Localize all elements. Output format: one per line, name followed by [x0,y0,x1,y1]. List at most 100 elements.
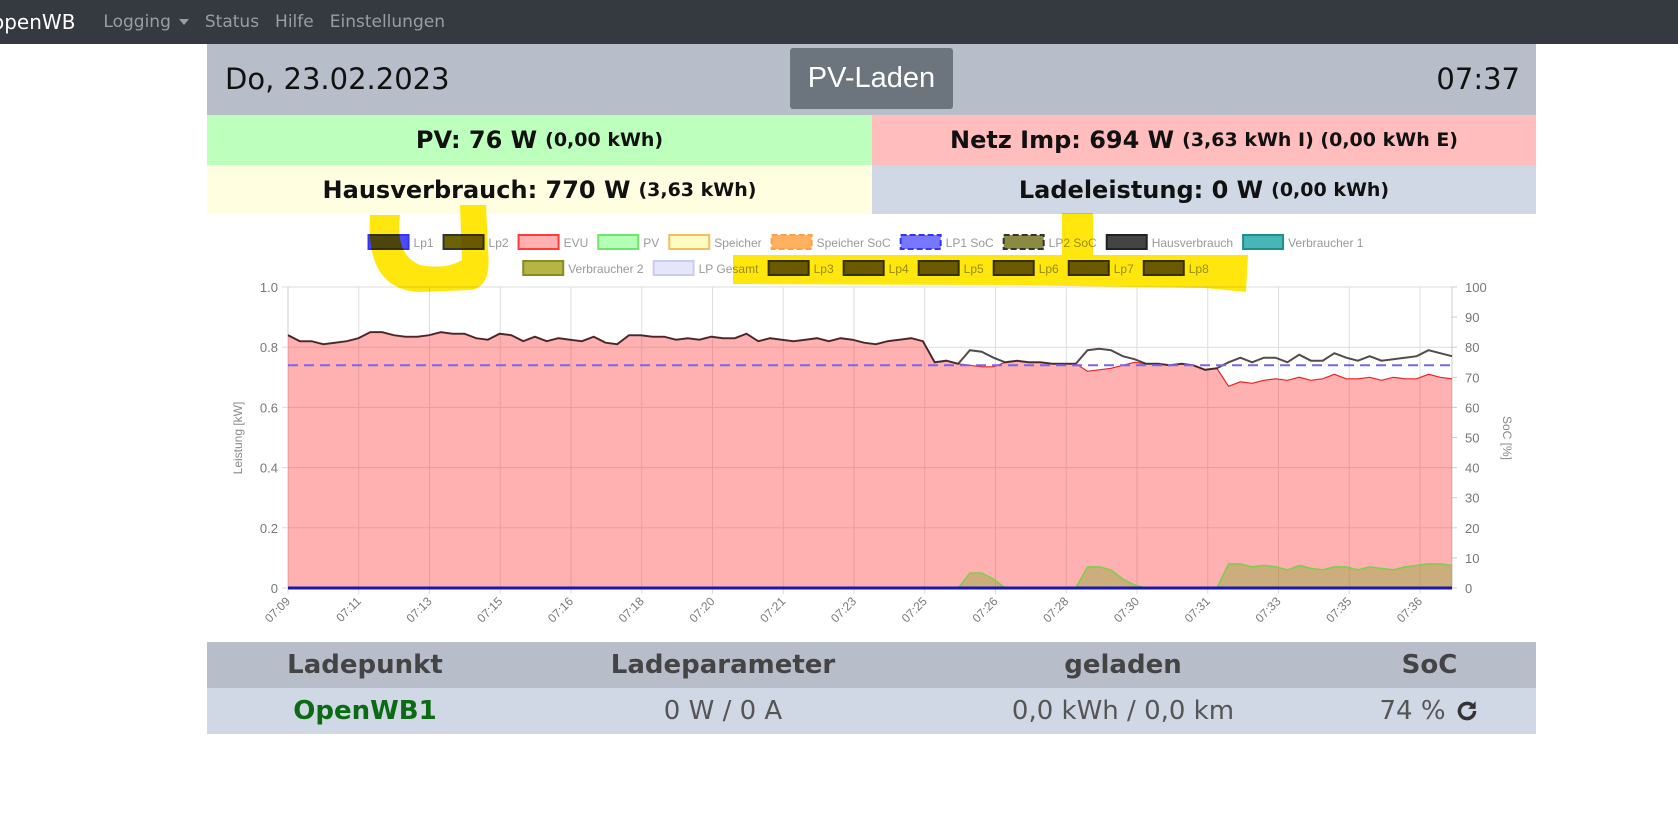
legend-item-verbraucher-2[interactable]: Verbraucher 2 [522,260,644,276]
col-ladepunkt: Ladepunkt [287,650,443,680]
legend-item-speicher[interactable]: Speicher [668,234,762,250]
legend-swatch [597,234,640,250]
pv-energy: (0,00 kWh) [545,129,664,151]
legend-label: EVU [564,236,589,250]
pv-summary: PV: 76 W (0,00 kWh) [207,115,872,165]
y2-tick-label: 80 [1465,340,1479,355]
x-tick-label: 07:16 [545,594,576,625]
y2-axis-label: SoC [%] [1500,416,1514,460]
legend-swatch [652,260,695,276]
highlighter-annotation [369,205,1248,292]
charge-value: Ladeleistung: 0 W [1018,175,1264,204]
legend-label: Lp2 [489,236,509,250]
legend-item-pv[interactable]: PV [597,234,659,250]
grid-energy: (3,63 kWh I) (0,00 kWh E) [1182,129,1458,151]
charge-mode-button[interactable]: PV-Laden [790,48,953,109]
navbar: openWB Logging Status Hilfe Einstellunge… [0,0,1678,44]
x-tick-label: 07:25 [899,594,930,625]
charge-params: 0 W / 0 A [663,696,783,726]
legend-swatch [1242,234,1285,250]
legend-swatch [517,234,560,250]
x-tick-label: 07:23 [828,594,859,625]
legend-swatch [899,234,942,250]
y-axis-label: Leistung [kW] [231,402,245,475]
hausverbrauch-line [287,331,1453,371]
col-geladen: geladen [1064,650,1182,680]
house-value: Hausverbrauch: 770 W [322,175,631,204]
date: Do, 23.02.2023 [225,62,450,96]
chargepoint-name[interactable]: OpenWB1 [293,696,437,726]
house-summary: Hausverbrauch: 770 W (3,63 kWh) [207,165,872,214]
nav-logging[interactable]: Logging [103,12,189,32]
y2-tick-label: 20 [1465,521,1479,536]
x-tick-label: 07:20 [686,594,717,625]
x-tick-label: 07:11 [333,594,364,625]
legend-swatch [1105,234,1148,250]
highlighter-mark [733,213,1248,292]
nav-status[interactable]: Status [204,12,260,32]
header-bar: Do, 23.02.2023 PV-Laden 07:37 [207,44,1536,115]
x-tick-label: 07:35 [1323,594,1354,625]
pv-value: PV: 76 W [415,126,538,154]
x-tick-label: 07:36 [1394,594,1425,625]
legend-label: Verbraucher 2 [568,262,644,276]
nav-logging-label: Logging [103,12,171,32]
legend-label: Speicher SoC [817,236,891,250]
y-tick-label: 1.0 [260,280,278,295]
x-tick-label: 07:13 [403,594,434,625]
legend-label: Verbraucher 1 [1288,236,1364,250]
legend-item-speicher-soc[interactable]: Speicher SoC [770,234,891,250]
y2-tick-label: 90 [1465,310,1479,325]
y-tick-label: 0 [271,581,278,596]
y2-tick-label: 70 [1465,370,1479,385]
legend-item-verbraucher-1[interactable]: Verbraucher 1 [1242,234,1364,250]
table-row: OpenWB1 0 W / 0 A 0,0 kWh / 0,0 km 74 % [207,688,1536,734]
pv-area [288,563,1452,588]
y-tick-label: 0.4 [260,461,278,476]
grid-value: Netz Imp: 694 W [949,126,1175,154]
y2-tick-label: 10 [1465,551,1479,566]
x-tick-label: 07:21 [757,594,788,625]
x-tick-label: 07:18 [616,594,647,625]
x-tick-label: 07:28 [1040,594,1071,625]
col-ladeparameter: Ladeparameter [610,650,836,680]
y2-tick-label: 60 [1465,400,1479,415]
refresh-icon[interactable] [1454,698,1480,724]
x-tick-label: 07:09 [262,594,293,625]
legend-label: Speicher [714,236,761,250]
x-tick-label: 07:15 [474,594,505,625]
charged-amount: 0,0 kWh / 0,0 km [1011,696,1235,726]
legend-label: LP1 SoC [946,236,994,250]
table-header: Ladepunkt Ladeparameter geladen SoC [207,642,1536,688]
x-tick-label: 07:30 [1111,594,1142,625]
soc-cell: 74 % [1323,688,1536,734]
legend-swatch [668,234,711,250]
brand-logo[interactable]: openWB [0,10,76,34]
highlighter-mark [369,205,489,292]
nav-einstellungen[interactable]: Einstellungen [329,12,445,32]
legend-label: Lp1 [414,236,434,250]
legend-item-hausverbrauch[interactable]: Hausverbrauch [1105,234,1233,250]
nav-hilfe[interactable]: Hilfe [275,12,314,32]
legend-item-lp1-soc[interactable]: LP1 SoC [899,234,994,250]
legend-swatch [770,234,813,250]
clock: 07:37 [1436,62,1520,96]
caret-down-icon [178,19,189,25]
legend-label: Hausverbrauch [1152,236,1233,250]
y-tick-label: 0.2 [260,521,278,536]
y-tick-label: 0.8 [260,340,278,355]
x-tick-label: 07:26 [969,594,1000,625]
legend-label: PV [643,236,659,250]
evu-area [288,332,1452,588]
y2-tick-label: 100 [1465,280,1487,295]
y2-tick-label: 50 [1465,431,1479,446]
y-tick-label: 0.6 [260,400,278,415]
y2-tick-label: 30 [1465,491,1479,506]
y2-tick-label: 0 [1465,581,1472,596]
house-energy: (3,63 kWh) [638,178,757,201]
col-soc: SoC [1401,650,1458,680]
soc-value: 74 % [1379,696,1446,726]
y2-tick-label: 40 [1465,461,1479,476]
legend-item-evu[interactable]: EVU [517,234,589,250]
